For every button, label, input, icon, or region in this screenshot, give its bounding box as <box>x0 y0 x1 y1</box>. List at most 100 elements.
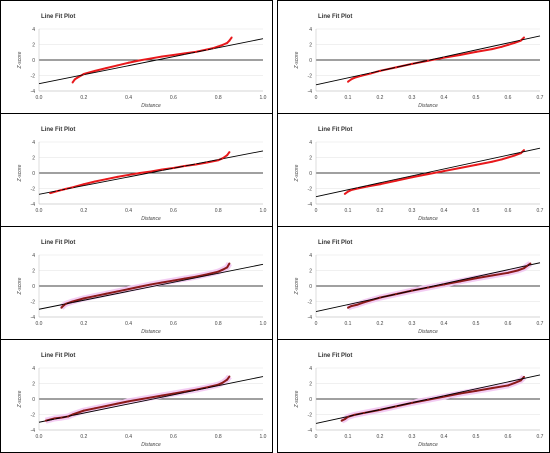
data-point <box>116 64 119 67</box>
y-tick-label: -2 <box>308 186 313 192</box>
y-tick-label: 0 <box>32 171 35 177</box>
x-tick-label: 0.1 <box>345 321 352 327</box>
data-point <box>71 186 74 189</box>
data-point <box>395 66 397 69</box>
data-point <box>523 36 525 39</box>
data-point <box>228 39 231 42</box>
data-point <box>475 277 477 280</box>
data-point <box>217 45 220 48</box>
x-tick-label: 0.6 <box>505 434 512 440</box>
x-tick-label: 0.3 <box>409 208 416 214</box>
data-point <box>194 163 197 166</box>
data-point <box>427 398 429 401</box>
x-tick-label: 0.8 <box>215 95 222 101</box>
data-point <box>226 41 229 44</box>
x-tick-label: 0.4 <box>441 208 448 214</box>
chart-panel-8: Line Fit Plot -4 -2 0 2 4 0 0.1 0.2 0.3 0.4 0.5 0.6 0… <box>277 339 550 453</box>
y-tick-label: 0 <box>32 284 35 290</box>
chart-svg: Line Fit Plot -4 -2 0 2 4 0.0 0.2 0.4 0.6 0.8 1.0 Di… <box>17 14 267 109</box>
data-point <box>194 275 197 278</box>
x-axis-label: Distance <box>141 442 161 448</box>
data-point <box>105 67 108 70</box>
data-point <box>507 271 509 274</box>
x-axis-label: Distance <box>418 103 438 109</box>
y-tick-label: -4 <box>31 315 36 321</box>
x-tick-label: 0.1 <box>345 434 352 440</box>
x-tick-label: 1.0 <box>260 95 267 101</box>
x-axis-label: Distance <box>418 442 438 448</box>
data-point <box>411 176 413 179</box>
x-tick-label: 0.2 <box>80 208 87 214</box>
data-point <box>379 183 381 186</box>
y-tick-label: -2 <box>308 73 313 79</box>
data-point <box>161 281 164 284</box>
data-point <box>138 398 141 401</box>
x-tick-label: 0.0 <box>36 208 43 214</box>
data-point <box>116 290 119 293</box>
x-tick-label: 0.2 <box>377 95 384 101</box>
data-point <box>82 409 85 412</box>
chart-title: Line Fit Plot <box>41 240 75 246</box>
data-point <box>138 172 141 174</box>
data-point <box>226 266 229 269</box>
data-point <box>523 149 525 152</box>
y-tick-label: -2 <box>31 73 36 79</box>
data-point <box>60 189 63 192</box>
y-tick-label: 4 <box>309 253 312 259</box>
data-point <box>127 288 130 291</box>
data-point <box>491 48 493 51</box>
y-tick-label: 2 <box>32 155 35 161</box>
x-tick-label: 0.7 <box>537 434 544 440</box>
y-tick-label: 0 <box>32 397 35 403</box>
data-point <box>226 378 229 381</box>
data-point <box>172 166 175 169</box>
chart-panel-4: Line Fit Plot -4 -2 0 2 4 0 0.1 0.2 0.3 0.4 0.5 0.6 0… <box>277 113 550 227</box>
data-point <box>523 267 525 270</box>
data-point <box>347 80 349 83</box>
x-tick-label: 0.1 <box>345 208 352 214</box>
chart-panel-3: Line Fit Plot -4 -2 0 2 4 0.0 0.2 0.4 0.6 0.8 1.0 Di… <box>0 113 273 227</box>
data-point <box>443 283 445 286</box>
data-point <box>356 303 359 306</box>
data-point <box>340 419 343 422</box>
data-point <box>150 57 152 60</box>
x-tick-label: 0.5 <box>473 321 480 327</box>
data-point <box>411 62 413 65</box>
x-tick-label: 0.3 <box>409 434 416 440</box>
x-tick-label: 0 <box>315 95 318 101</box>
data-point <box>105 292 108 295</box>
data-point <box>459 53 461 56</box>
data-point <box>94 407 96 410</box>
chart-svg: Line Fit Plot -4 -2 0 2 4 0.0 0.2 0.4 0.6 0.8 1.0 Di… <box>17 127 267 222</box>
x-tick-label: 0.6 <box>170 434 177 440</box>
data-point <box>138 59 141 62</box>
chart-svg: Line Fit Plot -4 -2 0 2 4 0.0 0.2 0.4 0.6 0.8 1.0 Di… <box>17 353 267 448</box>
data-point <box>55 190 58 193</box>
data-point <box>221 157 224 160</box>
data-point <box>206 48 208 51</box>
data-point <box>353 413 356 416</box>
data-point <box>500 45 503 48</box>
y-tick-label: 0 <box>309 171 312 177</box>
y-tick-label: 2 <box>309 155 312 161</box>
y-axis-label: Z-score <box>294 51 300 69</box>
data-point <box>363 301 365 304</box>
data-point <box>183 390 186 393</box>
x-tick-label: 0.8 <box>215 208 222 214</box>
data-point <box>82 183 85 186</box>
data-point <box>350 305 353 308</box>
y-tick-label: -4 <box>308 202 313 208</box>
data-point <box>127 61 130 64</box>
data-point <box>221 381 224 384</box>
y-tick-label: -2 <box>31 186 36 192</box>
x-axis-label: Distance <box>141 103 161 109</box>
data-point <box>500 158 503 161</box>
y-axis-label: Z-score <box>294 277 300 295</box>
data-point <box>507 384 509 387</box>
x-tick-label: 0.6 <box>505 208 512 214</box>
chart-title: Line Fit Plot <box>318 353 352 359</box>
data-point <box>62 304 65 307</box>
y-tick-label: 2 <box>309 42 312 48</box>
data-point <box>183 165 186 168</box>
data-point <box>359 74 362 77</box>
